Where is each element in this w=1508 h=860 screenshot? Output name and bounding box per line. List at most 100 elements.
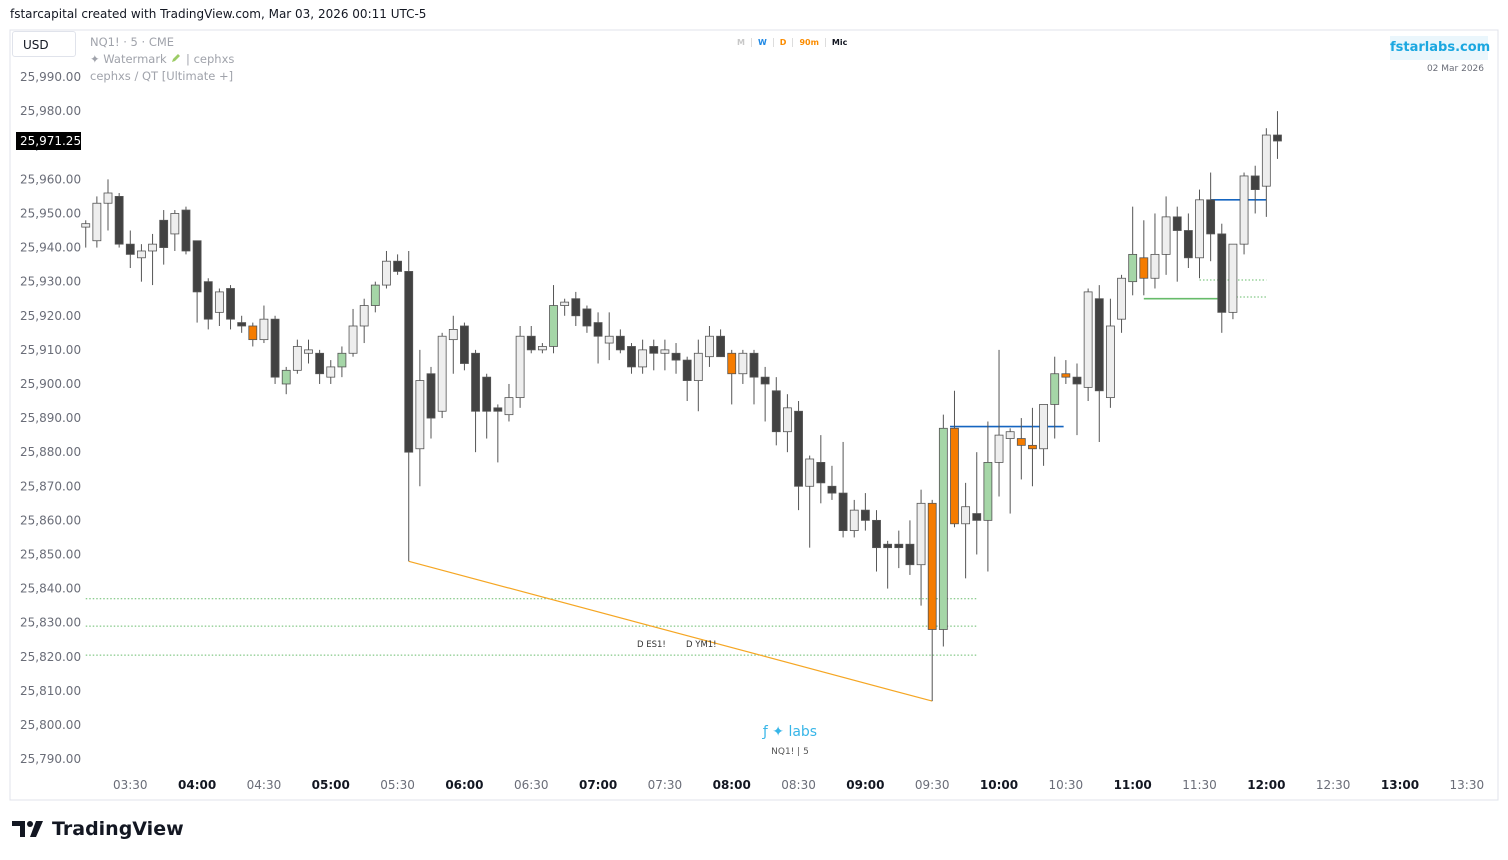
timeframe[interactable]: 90m <box>793 38 826 47</box>
pencil-icon <box>172 54 181 62</box>
candle-body <box>1117 277 1126 320</box>
candle-body <box>749 352 759 378</box>
annotation: D ES1! <box>637 640 666 650</box>
timeframe[interactable]: Mic <box>831 38 848 47</box>
x-tick-label: 08:00 <box>713 778 751 792</box>
symbol-legend: NQ1! · 5 · CME <box>90 35 175 49</box>
y-tick-label: 25,950.00 <box>20 206 81 220</box>
candle-body <box>705 335 714 358</box>
chart-frame <box>9 29 1499 801</box>
candle-body <box>504 397 514 416</box>
candle-body <box>693 352 703 381</box>
y-tick-label: 25,850.00 <box>20 547 81 561</box>
timeframe[interactable]: D <box>774 38 794 47</box>
candle-body <box>181 209 191 252</box>
candle-body <box>537 346 547 351</box>
candle-body <box>1061 373 1071 378</box>
y-tick-label: 25,840.00 <box>20 582 81 596</box>
attribution: fstarcapital created with TradingView.co… <box>10 7 427 21</box>
timeframe[interactable]: W <box>752 38 774 47</box>
candle-body <box>348 325 358 354</box>
x-tick-label: 13:00 <box>1381 778 1419 792</box>
watermark-author: | cephxs <box>186 52 235 66</box>
timeframe[interactable]: M <box>731 38 752 47</box>
candle-body <box>226 288 235 320</box>
x-tick-label: 07:00 <box>579 778 617 792</box>
annotation: D YM1! <box>686 640 717 650</box>
y-tick-label: 25,800.00 <box>20 718 81 732</box>
candle-body <box>471 352 480 412</box>
x-tick-label: 12:30 <box>1316 778 1351 792</box>
x-tick-label: 04:00 <box>178 778 216 792</box>
candle-body <box>326 366 336 378</box>
watermark-legend: ✦ Watermark | cephxs <box>90 52 234 66</box>
candle-body <box>950 427 959 525</box>
candle-body <box>460 325 469 364</box>
x-tick-label: 10:30 <box>1049 778 1084 792</box>
candle-body <box>1195 199 1204 259</box>
x-tick-label: 03:30 <box>113 778 148 792</box>
candle-body <box>203 281 213 320</box>
candle-body <box>393 260 402 272</box>
candle-body <box>571 298 581 317</box>
y-tick-label: 25,990.00 <box>20 70 81 84</box>
x-tick-label: 05:30 <box>380 778 415 792</box>
candle-body <box>794 410 803 487</box>
candle-body <box>860 509 870 521</box>
candle-body <box>783 407 792 433</box>
candle-body <box>248 325 258 341</box>
candle-body <box>1261 134 1271 187</box>
candle-body <box>1206 199 1216 235</box>
y-tick-label: 25,830.00 <box>20 616 81 630</box>
currency-button[interactable]: USD <box>12 31 76 57</box>
candle-body <box>415 380 425 450</box>
y-tick-label: 25,960.00 <box>20 172 81 186</box>
candle-body <box>92 202 102 242</box>
x-tick-label: 05:00 <box>312 778 350 792</box>
candle-body <box>114 196 124 245</box>
candle-body <box>961 506 971 525</box>
candle-body <box>259 318 269 341</box>
brand-caption: NQ1! | 5 <box>771 747 809 757</box>
y-tick-label: 25,900.00 <box>20 377 81 391</box>
y-tick-label: 25,890.00 <box>20 411 81 425</box>
candle-body <box>103 192 113 204</box>
candle-body <box>649 346 659 354</box>
brand-date: 02 Mar 2026 <box>1426 64 1484 74</box>
y-tick-label: 25,790.00 <box>20 752 81 766</box>
indicator-legend: cephxs / QT [Ultimate +] <box>90 69 234 83</box>
brand-site: fstarlabs.com <box>1390 36 1490 60</box>
y-tick-label: 25,880.00 <box>20 445 81 459</box>
brand-logo: ƒ ✦ labs <box>762 724 818 740</box>
candle-body <box>849 509 859 532</box>
candle-body <box>1161 216 1171 255</box>
candle-body <box>125 243 135 255</box>
candle-body <box>1172 216 1182 231</box>
footer-brand: TradingView <box>12 818 184 840</box>
candle-body <box>1150 253 1160 279</box>
candle-body <box>771 390 781 433</box>
x-tick-label: 13:30 <box>1450 778 1485 792</box>
candle-body <box>1217 233 1227 313</box>
candle-body <box>1028 444 1037 450</box>
candle-body <box>493 407 503 412</box>
candle-body <box>615 335 625 351</box>
y-tick-label: 25,920.00 <box>20 309 81 323</box>
x-tick-label: 04:30 <box>247 778 282 792</box>
x-tick-label: 06:30 <box>514 778 549 792</box>
candle-body <box>448 329 458 341</box>
y-tick-label: 25,860.00 <box>20 513 81 527</box>
candle-body <box>927 502 937 630</box>
candle-body <box>593 322 603 337</box>
candle-body <box>872 519 881 549</box>
candle-body <box>137 250 146 259</box>
x-tick-label: 09:00 <box>846 778 884 792</box>
last-price-label: 25,971.25 <box>20 134 81 148</box>
candle-body <box>727 352 737 375</box>
y-tick-label: 25,820.00 <box>20 650 81 664</box>
candle-body <box>660 349 670 354</box>
candle-body <box>1239 175 1249 245</box>
candle-body <box>526 335 536 351</box>
candle-body <box>359 305 369 327</box>
